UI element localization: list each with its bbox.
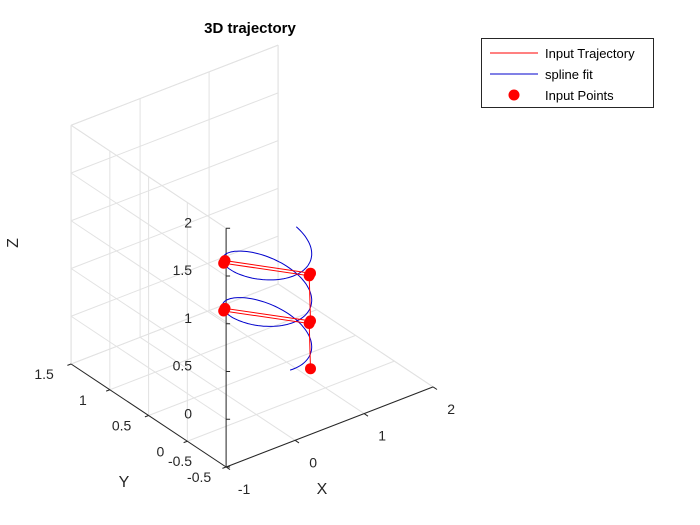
y-tick-label: -0.5 xyxy=(187,469,211,485)
z-axis-label: Z xyxy=(5,238,22,248)
x-tick xyxy=(432,386,438,390)
y-tick xyxy=(144,415,149,418)
grid-line-side-z xyxy=(70,268,227,372)
y-tick xyxy=(183,440,188,444)
x-tick xyxy=(294,439,300,444)
grid-line-side-z xyxy=(70,220,227,325)
z-tick-label: 1.5 xyxy=(173,262,193,278)
input-point-marker xyxy=(219,302,231,314)
input-point-marker xyxy=(305,363,316,375)
grid-line-side-z xyxy=(70,172,227,277)
grid-line-back-z xyxy=(70,92,279,174)
grid-layer xyxy=(70,44,434,468)
y-tick xyxy=(222,466,227,469)
z-tick-label: 2 xyxy=(184,214,192,230)
grid-line-back-z xyxy=(70,283,279,365)
chart-title: 3D trajectory xyxy=(204,20,296,37)
grid-line-floor-y xyxy=(109,309,318,391)
z-tick-label: 0 xyxy=(184,405,192,421)
grid-line-back-z xyxy=(70,140,279,222)
x-tick xyxy=(363,413,369,417)
grid-border xyxy=(277,283,434,388)
spline-fit-line xyxy=(222,226,313,371)
y-tick xyxy=(67,363,72,366)
z-tick-label: 0.5 xyxy=(173,358,193,374)
x-tick-label: 2 xyxy=(447,401,455,417)
x-axis-line xyxy=(225,386,434,468)
legend-label-input-trajectory: Input Trajectory xyxy=(545,46,635,61)
y-tick-label: 1 xyxy=(79,392,87,408)
grid-line-back-z xyxy=(70,235,279,317)
input-point-marker xyxy=(305,267,316,279)
z-tick-label: -0.5 xyxy=(168,453,192,469)
y-tick-label: 0.5 xyxy=(112,418,132,434)
grid-line-floor-y xyxy=(187,360,395,442)
grid-line-back-z xyxy=(70,187,279,269)
y-tick-label: 0 xyxy=(156,443,164,459)
legend: Input Trajectory spline fit Input Points xyxy=(481,38,654,108)
x-axis-label: X xyxy=(317,481,328,498)
x-tick-label: 1 xyxy=(378,428,386,444)
input-point-marker xyxy=(219,255,231,267)
input-trajectory-line xyxy=(222,260,312,369)
input-point-marker xyxy=(305,315,316,327)
grid-border xyxy=(70,124,227,229)
x-tick-label: 0 xyxy=(309,454,317,470)
legend-label-input-points: Input Points xyxy=(545,88,614,103)
z-tick-label: 1 xyxy=(184,310,192,326)
legend-label-spline-fit: spline fit xyxy=(545,67,593,82)
legend-swatch-input-points xyxy=(508,89,520,101)
grid-line-floor-y xyxy=(148,334,356,416)
y-tick xyxy=(105,389,111,392)
y-axis-label: Y xyxy=(119,474,130,491)
y-tick-label: 1.5 xyxy=(34,366,54,382)
grid-line-side-z xyxy=(70,315,227,420)
x-tick-label: -1 xyxy=(238,481,251,497)
grid-border xyxy=(70,44,279,126)
data-layer xyxy=(218,226,316,375)
